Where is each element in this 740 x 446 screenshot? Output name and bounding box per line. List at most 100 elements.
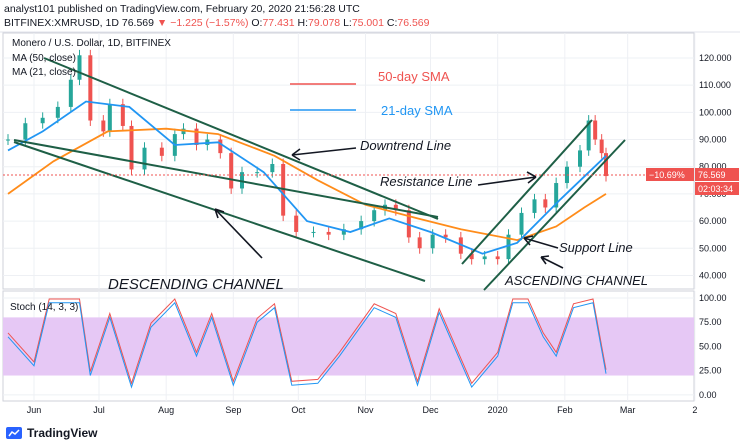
stoch-tick-label: 75.00 <box>699 317 722 327</box>
price-tick-label: 100.000 <box>699 107 732 117</box>
candle-body <box>194 128 199 145</box>
arrow-ascending <box>540 255 564 269</box>
low-label: L: <box>343 17 352 29</box>
open-value: 77.431 <box>262 17 295 29</box>
legend-50-label: 50-day SMA <box>378 69 450 84</box>
candle-body <box>586 120 591 151</box>
candle-body <box>255 172 260 174</box>
tradingview-logo-icon <box>6 427 22 439</box>
candle-body <box>23 123 28 140</box>
brand-text: TradingView <box>27 426 98 440</box>
candle-body <box>218 139 223 154</box>
countdown: 02:03:34 <box>698 184 733 194</box>
low-value: 75.001 <box>351 17 384 29</box>
stoch-lines <box>7 298 607 389</box>
candle-body <box>417 237 422 249</box>
price-change: ▼ −1.225 (−1.57%) <box>156 17 249 29</box>
time-tick-label: Jun <box>27 405 42 415</box>
candle-body <box>554 183 559 208</box>
time-axis[interactable]: Jun Jul Aug Sep Oct Nov Dec 2020 Feb Mar 2 <box>27 405 698 415</box>
candle-body <box>482 256 487 260</box>
price-tick-label: 90.000 <box>699 135 727 145</box>
time-tick-label: Mar <box>620 405 636 415</box>
pct-tag: −10.69% <box>649 170 685 180</box>
stoch-tick-label: 50.00 <box>699 341 722 351</box>
stoch-tick-label: 0.00 <box>699 390 717 400</box>
price-axis[interactable]: 120.000110.000100.00090.00080.00070.0006… <box>699 53 732 280</box>
ascending-label: ASCENDING CHANNEL <box>504 273 648 288</box>
candle-body <box>107 104 112 132</box>
legend-21-label: 21-day SMA <box>381 103 453 118</box>
candle-body <box>129 125 134 170</box>
price-tag-box <box>695 168 739 181</box>
close-value: 76.569 <box>397 17 430 29</box>
candle-body <box>372 210 377 222</box>
arrow-descending <box>214 208 263 259</box>
stoch-d-line <box>7 298 607 385</box>
stoch-label: Stoch (14, 3, 3) <box>10 302 79 313</box>
candle-body <box>543 199 548 208</box>
candle-body <box>393 204 398 211</box>
candle-body <box>159 147 164 156</box>
ma50-line <box>7 127 607 242</box>
price-tag: 76.569 <box>698 170 726 180</box>
arrow-resistance <box>477 171 537 186</box>
candle-body <box>341 229 346 235</box>
candle-body <box>142 147 147 170</box>
close-label: C: <box>386 17 398 29</box>
candle-body <box>430 234 435 249</box>
candle-body <box>77 55 82 80</box>
candle-body <box>120 104 125 126</box>
countdown-box <box>695 182 739 195</box>
channel-lower-line <box>13 141 426 282</box>
support-label: Support Line <box>559 240 633 255</box>
symbol-label: BITFINEX:XMRUSD, 1D <box>4 17 119 29</box>
candle-body <box>495 256 500 260</box>
candle-body <box>270 164 275 173</box>
time-tick-label: Jul <box>93 405 105 415</box>
candle-body <box>469 253 474 260</box>
time-tick-label: Oct <box>291 405 306 415</box>
candle-body <box>532 199 537 213</box>
time-tick-label: 2020 <box>488 405 508 415</box>
candle-body <box>68 79 73 107</box>
price-tick-label: 80.000 <box>699 162 727 172</box>
arrow-support <box>523 235 559 249</box>
channel-upper-line <box>13 139 439 218</box>
ma21-label: MA (21, close) <box>12 67 76 78</box>
price-tick-label: 60.000 <box>699 216 727 226</box>
candle-body <box>359 221 364 230</box>
high-label: H: <box>297 17 309 29</box>
candles <box>6 49 608 265</box>
stoch-tick-label: 100.00 <box>699 293 727 303</box>
stoch-band <box>3 317 694 376</box>
price-tick-label: 40.000 <box>699 270 727 280</box>
high-value: 79.078 <box>308 17 341 29</box>
price-tick-label: 50.000 <box>699 243 727 253</box>
downtrend-label: Downtrend Line <box>360 138 451 153</box>
price-tick-label: 120.000 <box>699 53 732 63</box>
price-tick-label: 110.000 <box>699 80 731 90</box>
stoch-axis[interactable]: 100.00 75.00 50.00 25.00 0.00 <box>699 293 727 400</box>
time-tick-label: Dec <box>422 405 439 415</box>
time-tick-label: 2 <box>692 405 697 415</box>
candle-body <box>578 150 582 167</box>
pct-tag-box <box>646 168 694 181</box>
candle-body <box>240 172 244 189</box>
candle-body <box>406 210 411 238</box>
open-label: O: <box>251 17 263 29</box>
time-tick-label: Aug <box>158 405 174 415</box>
candle-body <box>599 139 604 154</box>
arrow-downtrend <box>291 147 357 161</box>
ascending-support-line <box>461 119 593 265</box>
stoch-tick-label: 25.00 <box>699 366 722 376</box>
stoch-k-line <box>7 301 607 389</box>
candle-body <box>294 215 299 232</box>
publish-line: analyst101 published on TradingView.com,… <box>4 3 360 15</box>
candle-body <box>506 234 511 260</box>
descending-label: DESCENDING CHANNEL <box>108 276 284 293</box>
candle-body <box>229 153 234 189</box>
candle-body <box>604 153 608 177</box>
candle-body <box>101 120 106 132</box>
